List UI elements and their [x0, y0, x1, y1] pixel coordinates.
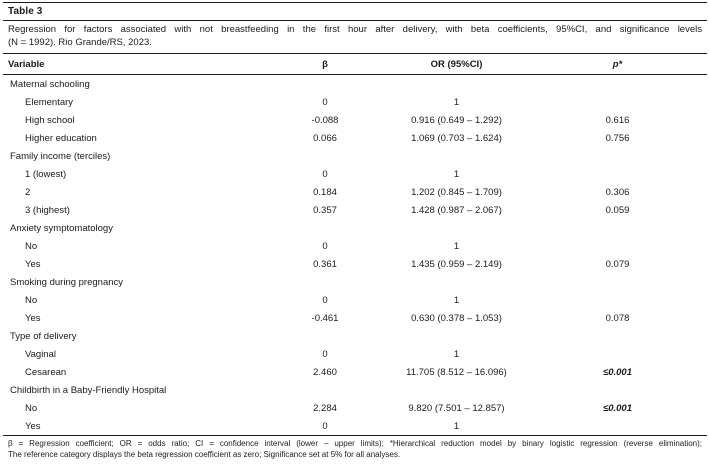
cell-variable: Elementary [25, 96, 74, 108]
cell-p: 0.616 [605, 114, 630, 126]
cell-variable: Higher education [25, 132, 97, 144]
cell-beta: 0 [322, 420, 328, 432]
top-rule [3, 2, 707, 3]
table-row: Yes 0 1 [3, 417, 707, 435]
cell-p: 0.078 [605, 312, 630, 324]
cell-variable: Yes [25, 258, 41, 270]
table-group-row: Maternal schooling [3, 75, 707, 93]
table-row: Elementary 0 1 [3, 93, 707, 111]
cell-or: 1 [453, 96, 460, 108]
cell-variable: No [25, 240, 38, 252]
cell-variable: Vaginal [25, 348, 56, 360]
cell-beta: 0 [322, 96, 328, 108]
cell-or: 1.428 (0.987 – 2.067) [411, 204, 502, 216]
table-row: 2 0.184 1.202 (0.845 – 1.709) 0.306 [3, 183, 707, 201]
cell-variable: Type of delivery [10, 330, 77, 342]
cell-or: 1 [453, 294, 460, 306]
rule-above-header [3, 53, 707, 54]
cell-beta: 0 [322, 240, 328, 252]
table-row: Cesarean 2.460 11.705 (8.512 – 16.096) ≤0.0… [3, 363, 707, 381]
cell-variable: Childbirth in a Baby-Friendly Hospital [10, 384, 167, 396]
table-body: Maternal schooling Elementary 0 1 High schoo… [3, 75, 707, 435]
cell-beta: 0 [322, 294, 328, 306]
cell-beta: 0.066 [313, 132, 337, 144]
cell-beta: 0.357 [313, 204, 337, 216]
cell-or: 1.202 (0.845 – 1.709) [411, 186, 502, 198]
cell-or: 0.916 (0.649 – 1.292) [411, 114, 502, 126]
cell-beta: -0.088 [311, 114, 339, 126]
table-row: Vaginal 0 1 [3, 345, 707, 363]
cell-p: 0.756 [605, 132, 630, 144]
cell-variable: 2 [25, 186, 31, 198]
column-header-beta: β [322, 58, 328, 70]
cell-variable: High school [25, 114, 75, 126]
table-caption-line2: (N = 1992). Rio Grande/RS, 2023. [8, 36, 152, 48]
table-row: 1 (lowest) 0 1 [3, 165, 707, 183]
cell-p: 0.059 [605, 204, 630, 216]
table-row: High school -0.088 0.916 (0.649 – 1.292) 0.… [3, 111, 707, 129]
cell-or: 1 [453, 168, 460, 180]
cell-or: 11.705 (8.512 – 16.096) [406, 366, 507, 378]
table-row: No 2.284 9.820 (7.501 – 12.857) ≤0.001 [3, 399, 707, 417]
table-group-row: Family income (terciles) [3, 147, 707, 165]
rule-bottom [3, 435, 707, 436]
table-row: 3 (highest) 0.357 1.428 (0.987 – 2.067) 0.0… [3, 201, 707, 219]
rule-below-label [3, 20, 707, 21]
table-footnote-line1: β = Regression coefficient; OR = odds ra… [8, 439, 702, 448]
cell-or: 1 [453, 240, 460, 252]
table-caption: Regression for factors associated with n… [3, 21, 707, 53]
cell-or: 1 [453, 420, 460, 432]
table-row: Yes 0.361 1.435 (0.959 – 2.149) 0.079 [3, 255, 707, 273]
cell-beta: -0.461 [311, 312, 339, 324]
cell-or: 0.630 (0.378 – 1.053) [411, 312, 502, 324]
cell-variable: Yes [25, 312, 41, 324]
cell-beta: 2.460 [313, 366, 337, 378]
cell-variable: No [25, 294, 38, 306]
cell-variable: Smoking during pregnancy [10, 276, 124, 288]
column-header-p: p* [612, 58, 623, 70]
cell-beta: 0.184 [313, 186, 337, 198]
cell-p: 0.306 [605, 186, 630, 198]
column-header-variable: Variable [8, 58, 45, 70]
table-caption-line1: Regression for factors associated with n… [8, 24, 702, 35]
cell-or: 9.820 (7.501 – 12.857) [408, 402, 505, 414]
table-group-row: Childbirth in a Baby-Friendly Hospital [3, 381, 707, 399]
cell-p: 0.079 [605, 258, 630, 270]
table-row: Higher education 0.066 1.069 (0.703 – 1.62… [3, 129, 707, 147]
cell-p: ≤0.001 [603, 402, 632, 414]
cell-or: 1.435 (0.959 – 2.149) [411, 258, 502, 270]
cell-variable: 1 (lowest) [25, 168, 67, 180]
cell-variable: Anxiety symptomatology [10, 222, 113, 234]
cell-p: ≤0.001 [603, 366, 632, 378]
table-number-label: Table 3 [8, 6, 43, 17]
table-row: No 0 1 [3, 291, 707, 309]
cell-or: 1.069 (0.703 – 1.624) [411, 132, 502, 144]
cell-beta: 2.284 [313, 402, 337, 414]
cell-variable: No [25, 402, 38, 414]
rule-below-header [3, 74, 707, 75]
table-row: No 0 1 [3, 237, 707, 255]
table-row: Yes -0.461 0.630 (0.378 – 1.053) 0.078 [3, 309, 707, 327]
cell-beta: 0.361 [313, 258, 337, 270]
cell-variable: Maternal schooling [10, 78, 90, 90]
table-group-row: Smoking during pregnancy [3, 273, 707, 291]
cell-beta: 0 [322, 348, 328, 360]
column-header-or: OR (95%CI) [430, 58, 483, 70]
table-footnote: β = Regression coefficient; OR = odds ra… [3, 436, 707, 460]
table-header-row: Variable β OR (95%CI) p* [3, 54, 707, 74]
table-group-row: Type of delivery [3, 327, 707, 345]
table-footnote-line2: The reference category displays the beta… [8, 449, 401, 459]
cell-variable: 3 (highest) [25, 204, 70, 216]
cell-variable: Yes [25, 420, 41, 432]
cell-variable: Family income (terciles) [10, 150, 111, 162]
cell-beta: 0 [322, 168, 328, 180]
table-group-row: Anxiety symptomatology [3, 219, 707, 237]
cell-or: 1 [453, 348, 460, 360]
cell-variable: Cesarean [25, 366, 67, 378]
